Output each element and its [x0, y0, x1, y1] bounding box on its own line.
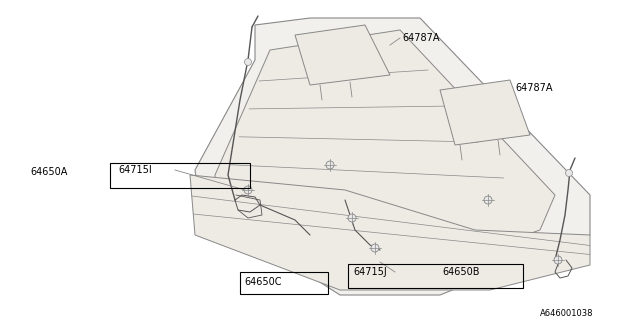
Polygon shape: [295, 25, 390, 85]
Polygon shape: [195, 18, 590, 295]
Text: 64787A: 64787A: [515, 83, 552, 93]
Circle shape: [371, 244, 379, 252]
Bar: [110, 163, 250, 188]
Circle shape: [348, 214, 356, 222]
Bar: [348, 264, 523, 288]
Circle shape: [554, 256, 562, 264]
Polygon shape: [440, 80, 530, 145]
Circle shape: [484, 196, 492, 204]
Circle shape: [566, 170, 573, 177]
Circle shape: [244, 59, 252, 66]
Polygon shape: [215, 30, 555, 275]
Bar: [240, 272, 328, 294]
Text: 64787A: 64787A: [402, 33, 440, 43]
Text: A646001038: A646001038: [540, 308, 593, 317]
Text: 64650A: 64650A: [30, 167, 67, 177]
Text: 64650C: 64650C: [244, 277, 282, 287]
Circle shape: [244, 186, 252, 194]
Text: 64650B: 64650B: [442, 267, 479, 277]
Text: 64715J: 64715J: [353, 267, 387, 277]
Text: 64715I: 64715I: [118, 165, 152, 175]
Circle shape: [326, 161, 334, 169]
Polygon shape: [190, 175, 590, 290]
